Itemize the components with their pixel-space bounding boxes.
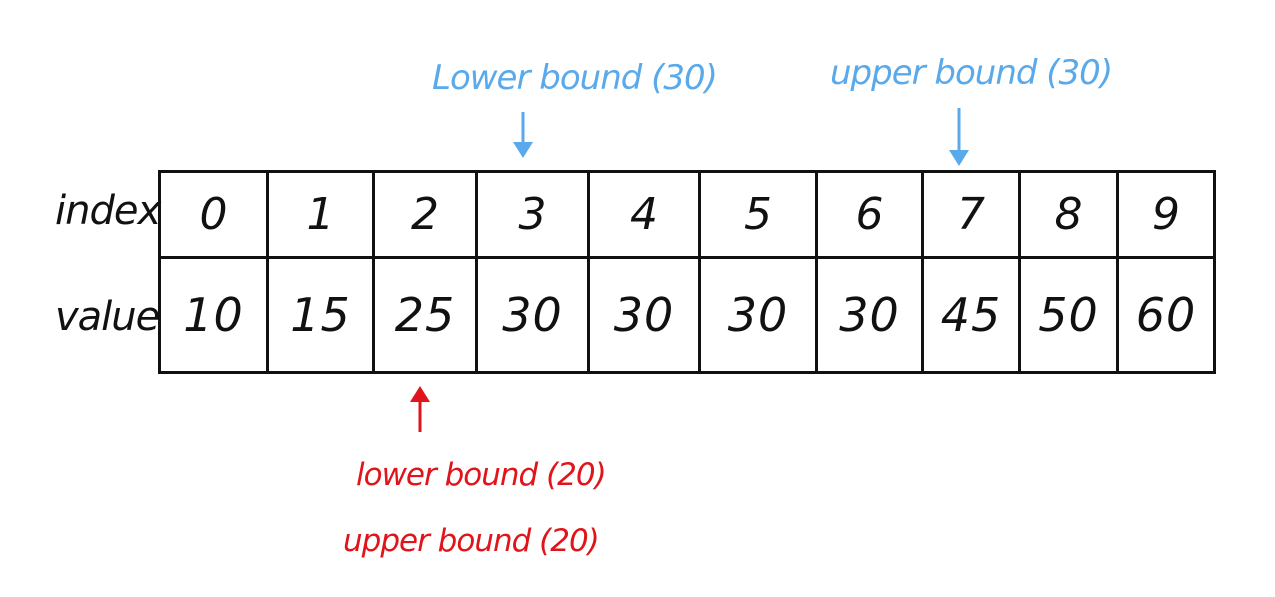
index-cell: 4 — [590, 173, 701, 256]
upper-bound-30-arrow — [949, 108, 969, 166]
value-cell: 30 — [478, 259, 590, 371]
index-cell: 2 — [375, 173, 478, 256]
index-cell: 7 — [924, 173, 1021, 256]
index-cell: 6 — [818, 173, 924, 256]
value-cell: 45 — [924, 259, 1021, 371]
upper-bound-20-label: upper bound (20) — [343, 523, 600, 559]
index-row-label: index — [55, 188, 161, 234]
index-cell: 1 — [269, 173, 375, 256]
upper-bound-30-label: upper bound (30) — [830, 53, 1113, 93]
value-cell: 30 — [818, 259, 924, 371]
lower-bound-20-label: lower bound (20) — [356, 457, 607, 493]
value-cell: 25 — [375, 259, 478, 371]
index-row: 0 1 2 3 4 5 6 7 8 9 — [161, 173, 1213, 259]
value-cell: 30 — [590, 259, 701, 371]
index-cell: 0 — [161, 173, 269, 256]
value-row: 10 15 25 30 30 30 30 45 50 60 — [161, 259, 1213, 371]
value-cell: 15 — [269, 259, 375, 371]
value-cell: 50 — [1021, 259, 1119, 371]
value-row-label: value — [55, 294, 160, 340]
index-cell: 8 — [1021, 173, 1119, 256]
lower-bound-30-label: Lower bound (30) — [432, 58, 718, 98]
index-cell: 5 — [701, 173, 818, 256]
value-cell: 60 — [1135, 288, 1197, 342]
index-cell: 9 — [1152, 189, 1180, 240]
value-cell: 30 — [701, 259, 818, 371]
value-cell: 10 — [161, 259, 269, 371]
index-cell: 3 — [478, 173, 590, 256]
array-table: 0 1 2 3 4 5 6 7 8 9 10 15 25 30 30 30 30… — [158, 170, 1216, 374]
bound-20-arrow — [410, 386, 430, 432]
lower-bound-30-arrow — [513, 112, 533, 158]
